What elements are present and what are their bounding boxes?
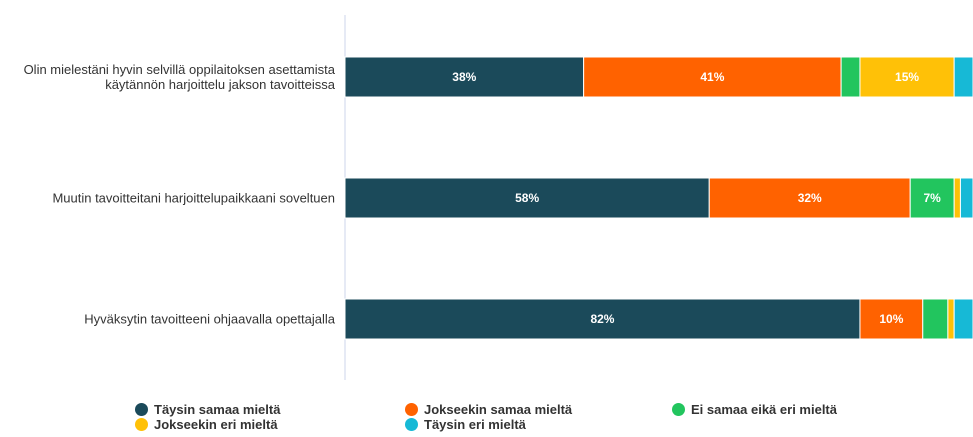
legend-marker xyxy=(135,418,148,431)
legend-item: Jokseekin samaa mieltä xyxy=(405,402,572,417)
bar-segment xyxy=(859,298,924,340)
bar-segment xyxy=(909,177,955,219)
bar-segment xyxy=(953,177,961,219)
bar-segment xyxy=(953,56,973,98)
bar-segment xyxy=(344,177,710,219)
legend-item: Ei samaa eikä eri mieltä xyxy=(672,402,837,417)
bar-segment xyxy=(859,56,955,98)
bar-segment xyxy=(708,177,911,219)
legend-label: Täysin samaa mieltä xyxy=(154,402,281,417)
category-label: Hyväksytin tavoitteeni ohjaavalla opetta… xyxy=(84,311,335,327)
legend-label: Ei samaa eikä eri mieltä xyxy=(691,402,837,417)
value-label: 15% xyxy=(895,70,919,84)
bar-segment xyxy=(922,298,949,340)
bar-segment xyxy=(953,298,973,340)
legend-item: Jokseekin eri mieltä xyxy=(135,417,278,432)
legend-marker xyxy=(135,403,148,416)
category-label: Olin mielestäni hyvin selvillä oppilaito… xyxy=(23,62,335,92)
value-label: 58% xyxy=(515,191,539,205)
legend-marker xyxy=(405,418,418,431)
bar-segment xyxy=(344,298,861,340)
category-label: Muutin tavoitteitani harjoittelupaikkaan… xyxy=(52,190,335,206)
legend-label: Jokseekin samaa mieltä xyxy=(424,402,573,417)
legend-label: Täysin eri mieltä xyxy=(424,417,526,432)
bar-segment xyxy=(959,177,973,219)
legend-label: Jokseekin eri mieltä xyxy=(154,417,278,432)
bar-segment xyxy=(947,298,955,340)
value-label: 10% xyxy=(879,312,903,326)
legend-item: Täysin eri mieltä xyxy=(405,417,526,432)
value-label: 82% xyxy=(590,312,614,326)
bar-segment xyxy=(583,56,842,98)
value-label: 7% xyxy=(924,191,942,205)
value-label: 32% xyxy=(798,191,822,205)
value-label: 38% xyxy=(452,70,476,84)
legend-marker xyxy=(672,403,685,416)
value-label: 41% xyxy=(700,70,724,84)
bar-segment xyxy=(840,56,861,98)
legend-marker xyxy=(405,403,418,416)
legend-item: Täysin samaa mieltä xyxy=(135,402,280,417)
